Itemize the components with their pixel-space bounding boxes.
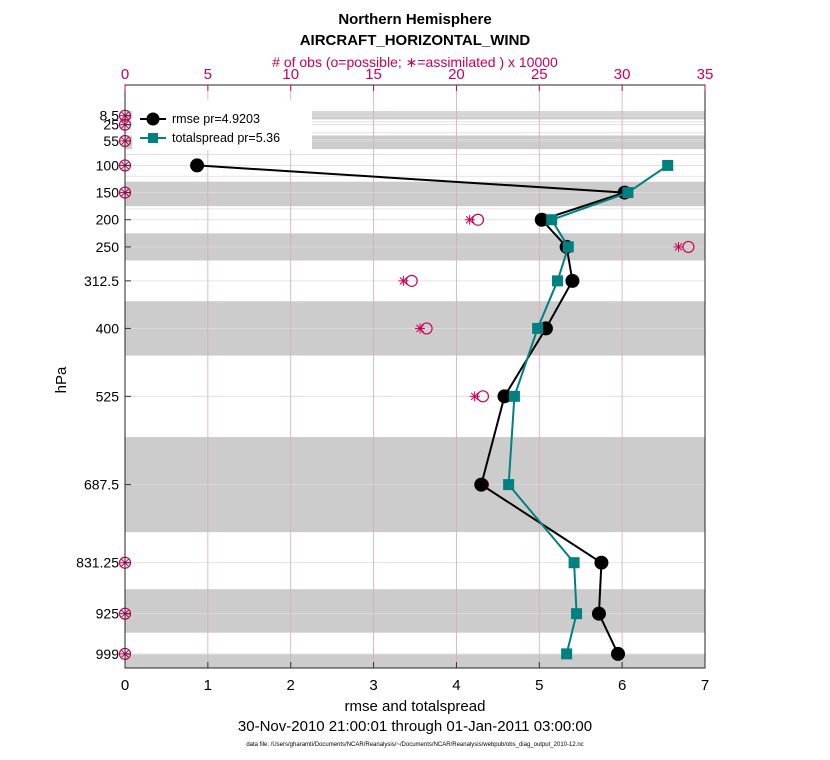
rmse-point bbox=[611, 646, 625, 661]
y-tick-label: 312.5 bbox=[84, 273, 119, 289]
x-tick-label: 5 bbox=[535, 677, 543, 694]
legend-box bbox=[132, 100, 312, 150]
y-tick-label: 999 bbox=[96, 646, 120, 662]
rmse-point bbox=[190, 158, 205, 173]
footnote: data file: /Users/gharamti/Documents/NCA… bbox=[246, 742, 583, 748]
legend-marker-circle bbox=[146, 112, 160, 126]
totalspread-point bbox=[568, 557, 580, 569]
top-axis-label: # of obs (o=possible; ∗=assimilated ) x … bbox=[272, 54, 558, 70]
shaded-band bbox=[125, 654, 705, 668]
shaded-band bbox=[125, 589, 705, 633]
legend-label: totalspread pr=5.36 bbox=[172, 131, 280, 145]
obs-assimilated-marker bbox=[469, 391, 480, 402]
totalspread-point bbox=[662, 159, 674, 171]
rmse-point bbox=[474, 477, 489, 492]
obs-assimilated-marker bbox=[398, 275, 409, 286]
obs-tick-label: 20 bbox=[448, 66, 465, 83]
rmse-point bbox=[565, 273, 580, 288]
y-tick-label: 100 bbox=[96, 157, 120, 173]
y-tick-label: 400 bbox=[96, 320, 120, 336]
legend-marker-square bbox=[148, 133, 158, 143]
x-tick-label: 4 bbox=[452, 677, 460, 694]
obs-tick-label: 30 bbox=[614, 66, 631, 83]
y-tick-label: 55 bbox=[103, 133, 119, 149]
y-tick-label: 831.25 bbox=[76, 555, 119, 571]
y-axis-label: hPa bbox=[53, 366, 70, 393]
y-tick-label: 150 bbox=[96, 185, 120, 201]
y-tick-label: 200 bbox=[96, 212, 120, 228]
x-tick-label: 2 bbox=[287, 677, 295, 694]
totalspread-point bbox=[622, 187, 634, 199]
x-axis-label: rmse and totalspread bbox=[345, 698, 486, 715]
x-tick-label: 0 bbox=[121, 677, 129, 694]
y-tick-label: 925 bbox=[96, 606, 120, 622]
totalspread-point bbox=[508, 390, 520, 402]
obs-tick-label: 10 bbox=[282, 66, 299, 83]
totalspread-point bbox=[532, 322, 544, 334]
obs-tick-label: 15 bbox=[365, 66, 382, 83]
rmse-point bbox=[594, 555, 609, 570]
rmse-point bbox=[591, 606, 606, 621]
totalspread-point bbox=[561, 648, 573, 660]
y-tick-label: 8.5 bbox=[100, 108, 120, 124]
shaded-band bbox=[125, 111, 705, 120]
plot-frame bbox=[124, 84, 706, 669]
legend: rmse pr=4.9203 totalspread pr=5.36 bbox=[132, 100, 312, 150]
chart-title: Northern Hemisphere bbox=[338, 11, 491, 28]
shaded-band bbox=[125, 181, 705, 207]
totalspread-point bbox=[503, 479, 515, 491]
obs-tick-label: 5 bbox=[204, 66, 212, 83]
obs-tick-label: 0 bbox=[121, 66, 129, 83]
axis-ticks: 0 1 2 3 4 5 6 70 5 10 15 20 25 30 358.5255510015020025… bbox=[76, 66, 713, 694]
y-tick-label: 25 bbox=[103, 117, 119, 133]
obs-assimilated-marker bbox=[414, 323, 425, 334]
obs-tick-label: 35 bbox=[697, 66, 714, 83]
obs-assimilated-marker bbox=[464, 214, 475, 225]
obs-tick-label: 25 bbox=[531, 66, 548, 83]
x-tick-label: 6 bbox=[618, 677, 626, 694]
x-tick-label: 7 bbox=[701, 677, 709, 694]
gridlines bbox=[125, 85, 705, 668]
y-tick-label: 687.5 bbox=[84, 477, 119, 493]
x-tick-label: 3 bbox=[369, 677, 377, 694]
y-tick-label: 525 bbox=[96, 388, 120, 404]
totalspread-point bbox=[571, 608, 583, 620]
x-tick-label: 1 bbox=[204, 677, 212, 694]
chart-subtitle: AIRCRAFT_HORIZONTAL_WIND bbox=[300, 32, 531, 49]
date-range-label: 30-Nov-2010 21:00:01 through 01-Jan-2011… bbox=[238, 718, 592, 735]
totalspread-point bbox=[552, 275, 564, 287]
legend-label: rmse pr=4.9203 bbox=[172, 112, 260, 126]
y-tick-label: 250 bbox=[96, 239, 120, 255]
obs-assimilated-marker bbox=[673, 241, 684, 252]
totalspread-point bbox=[562, 241, 574, 253]
totalspread-point bbox=[546, 214, 558, 226]
series-layer bbox=[190, 158, 674, 661]
